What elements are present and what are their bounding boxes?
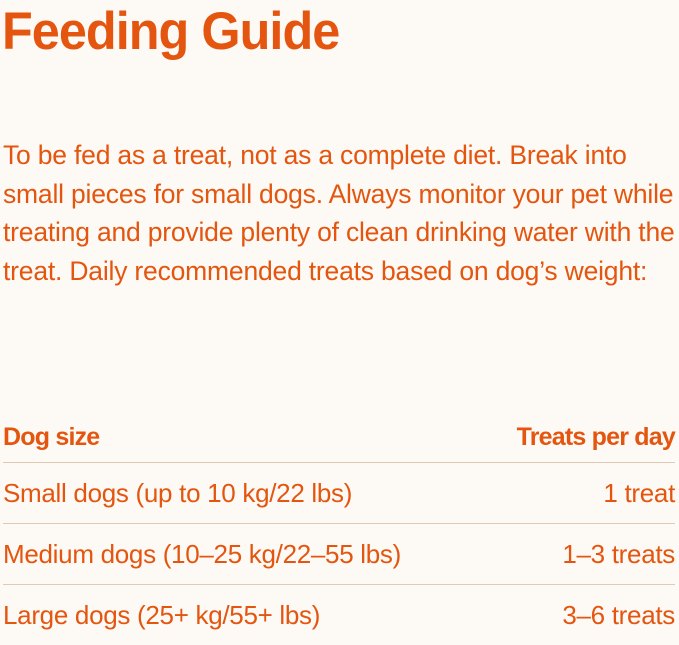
header-dog-size: Dog size [3,422,100,451]
table-row: Medium dogs (10–25 kg/22–55 lbs) 1–3 tre… [3,524,675,585]
feeding-table: Dog size Treats per day Small dogs (up t… [3,412,676,645]
intro-paragraph: To be fed as a treat, not as a complete … [3,140,675,286]
dog-size-cell: Large dogs (25+ kg/55+ lbs) [3,599,321,630]
table-row: Large dogs (25+ kg/55+ lbs) 3–6 treats [3,585,675,645]
treats-cell: 1 treat [603,477,675,508]
dog-size-cell: Medium dogs (10–25 kg/22–55 lbs) [3,538,401,569]
table-header: Dog size Treats per day [3,412,676,463]
header-treats-per-day: Treats per day [516,422,676,451]
dog-size-cell: Small dogs (up to 10 kg/22 lbs) [3,477,353,508]
table-row: Small dogs (up to 10 kg/22 lbs) 1 treat [3,463,675,524]
page-title: Feeding Guide [2,2,340,61]
treats-cell: 1–3 treats [562,538,675,569]
treats-cell: 3–6 treats [562,599,675,630]
